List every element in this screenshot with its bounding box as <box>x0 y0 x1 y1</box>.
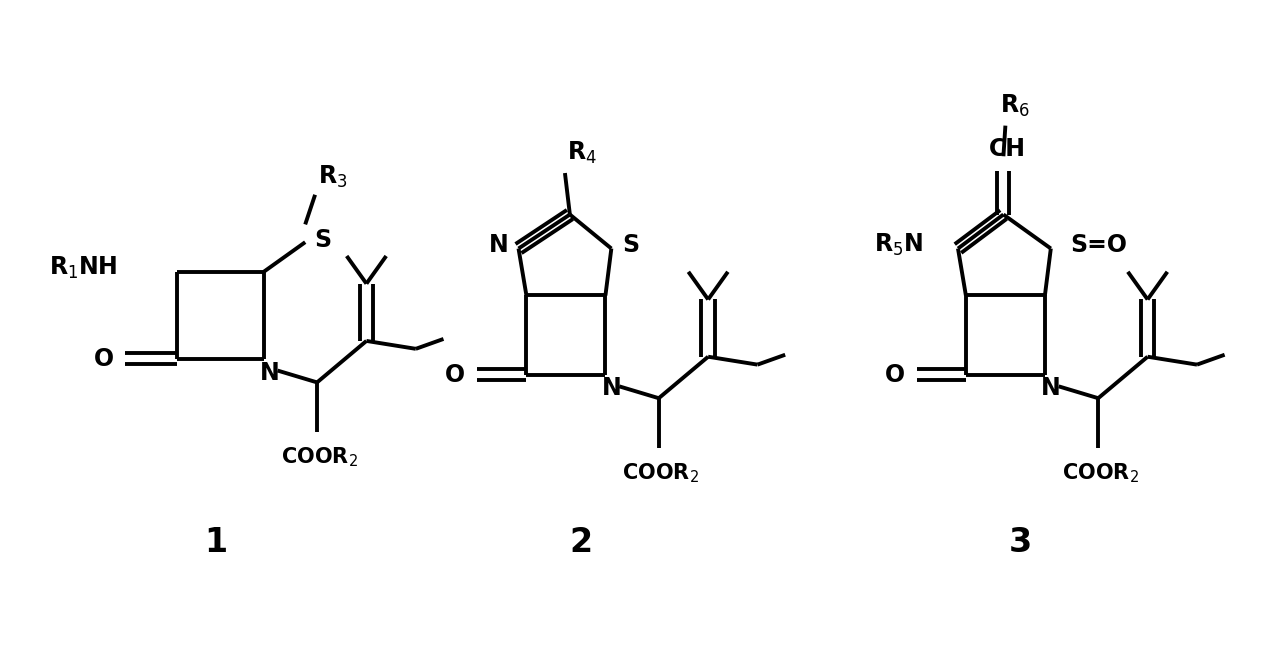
Text: O: O <box>885 362 904 387</box>
Text: 2: 2 <box>569 526 592 559</box>
Text: R$_1$NH: R$_1$NH <box>49 255 118 281</box>
Text: R$_3$: R$_3$ <box>318 164 348 190</box>
Text: N: N <box>601 377 622 401</box>
Text: 3: 3 <box>1009 526 1032 559</box>
Text: O: O <box>93 346 114 371</box>
Text: O: O <box>445 362 466 387</box>
Text: S: S <box>623 232 640 257</box>
Text: COOR$_2$: COOR$_2$ <box>623 462 700 485</box>
Text: R$_6$: R$_6$ <box>1000 92 1030 119</box>
Text: N: N <box>260 360 280 385</box>
Text: COOR$_2$: COOR$_2$ <box>1062 462 1138 485</box>
Text: N: N <box>1041 377 1060 401</box>
Text: S=O: S=O <box>1071 232 1128 257</box>
Text: CH: CH <box>989 137 1026 161</box>
Text: 1: 1 <box>203 526 226 559</box>
Text: COOR$_2$: COOR$_2$ <box>280 446 358 469</box>
Text: R$_4$: R$_4$ <box>567 140 597 166</box>
Text: S: S <box>315 228 331 252</box>
Text: R$_5$N: R$_5$N <box>874 231 923 258</box>
Text: N: N <box>489 232 509 257</box>
